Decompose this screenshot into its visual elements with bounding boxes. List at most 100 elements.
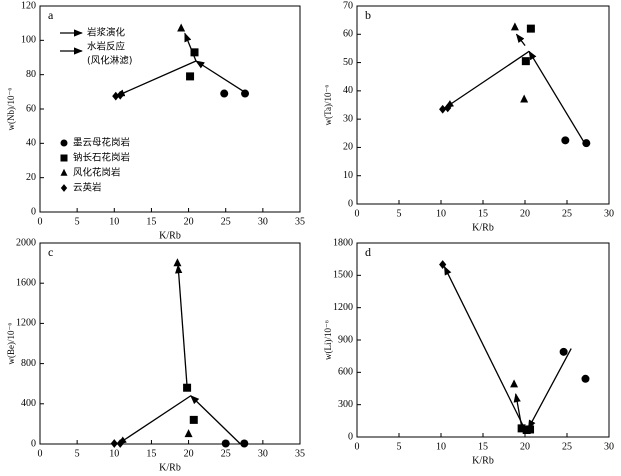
y-tick-label: 0: [348, 198, 353, 209]
legend-label: 云英岩: [73, 182, 102, 194]
trend-arrow: [513, 393, 523, 427]
x-tick-label: 15: [478, 441, 488, 452]
x-tick-label: 10: [436, 441, 446, 452]
point: [559, 347, 568, 356]
x-tick-label: 15: [146, 448, 156, 459]
point: [526, 425, 535, 434]
point: [183, 383, 192, 392]
x-tick-label: 0: [355, 441, 360, 452]
y-axis-label: w(Ta)/10⁻⁶: [323, 85, 333, 126]
x-axis-label: K/Rb: [472, 222, 494, 233]
panel-label: d: [365, 245, 371, 259]
x-tick-label: 25: [221, 448, 231, 459]
x-tick-label: 15: [146, 216, 156, 227]
x-tick-label: 10: [109, 216, 119, 227]
x-tick-label: 25: [221, 216, 231, 227]
y-tick-label: 40: [343, 85, 353, 96]
point: [439, 104, 447, 114]
y-tick-label: 60: [343, 29, 353, 40]
point: [110, 439, 118, 448]
y-tick-label: 50: [343, 57, 353, 68]
y-tick-label: 60: [26, 103, 36, 114]
x-tick-label: 20: [520, 441, 530, 452]
point: [581, 374, 590, 383]
y-axis-label: w(Nb)/10⁻⁶: [6, 88, 16, 131]
point: [241, 89, 250, 98]
point: [221, 439, 230, 448]
plot-frame: [356, 242, 610, 438]
panel-label: c: [48, 245, 53, 259]
trend-arrow: [184, 32, 197, 62]
y-tick-label: 800: [21, 358, 36, 369]
x-tick-label: 20: [520, 208, 530, 219]
y-tick-label: 1500: [333, 270, 353, 281]
trend-arrow: [444, 50, 530, 109]
point: [582, 139, 591, 148]
legend-label: 墨云母花岗岩: [73, 137, 130, 149]
point: [526, 24, 535, 33]
y-tick-label: 1600: [16, 277, 36, 288]
x-tick-label: 10: [109, 448, 119, 459]
y-tick-label: 80: [26, 69, 36, 80]
panel-label: b: [365, 8, 371, 22]
point: [177, 23, 186, 32]
legend-label: 水岩反应: [87, 41, 126, 53]
point: [220, 89, 229, 98]
x-tick-label: 5: [75, 448, 80, 459]
plot-frame: [39, 242, 301, 445]
x-tick-label: 35: [295, 448, 305, 459]
x-tick-label: 30: [258, 448, 268, 459]
y-tick-label: 100: [21, 35, 36, 46]
x-tick-label: 5: [397, 208, 402, 219]
x-axis-label: K/Rb: [159, 462, 181, 473]
y-tick-label: 0: [348, 431, 353, 442]
y-tick-label: 1200: [16, 318, 36, 329]
point: [173, 258, 182, 267]
y-tick-label: 30: [343, 113, 353, 124]
point: [190, 48, 199, 57]
trend-arrow: [117, 395, 192, 445]
y-tick-label: 20: [26, 172, 36, 183]
point: [116, 439, 124, 448]
point: [561, 136, 570, 145]
x-axis-label: K/Rb: [472, 455, 494, 466]
plot-frame: [39, 5, 301, 213]
legend-label: 岩浆演化: [87, 27, 126, 39]
trend-arrow: [175, 264, 188, 388]
x-tick-label: 0: [355, 208, 360, 219]
x-tick-label: 30: [604, 441, 614, 452]
legend-marker: [60, 154, 68, 162]
point: [510, 379, 519, 388]
x-tick-label: 30: [258, 216, 268, 227]
legend-label: 风化花岗岩: [73, 167, 121, 179]
x-tick-label: 15: [478, 208, 488, 219]
legend-label: (风化淋滤): [87, 55, 132, 67]
point: [439, 260, 447, 269]
y-tick-label: 10: [343, 170, 353, 181]
y-tick-label: 40: [26, 138, 36, 149]
y-tick-label: 2000: [16, 237, 36, 248]
x-tick-label: 5: [397, 441, 402, 452]
y-tick-label: 1800: [333, 237, 353, 248]
x-tick-label: 30: [604, 208, 614, 219]
point: [240, 439, 249, 448]
legend-marker: [60, 139, 68, 147]
trend-arrow: [527, 348, 572, 430]
legend-marker: [60, 184, 68, 192]
y-tick-label: 400: [21, 398, 36, 409]
y-tick-label: 70: [343, 0, 353, 11]
panel-label: a: [48, 8, 54, 22]
y-tick-label: 20: [343, 142, 353, 153]
legend-marker: [60, 168, 68, 176]
trend-arrow: [528, 50, 585, 143]
y-axis-label: w(Li)/10⁻⁶: [323, 320, 333, 360]
y-tick-label: 0: [31, 438, 36, 449]
point: [510, 22, 519, 31]
x-tick-label: 25: [562, 441, 572, 452]
plot-frame: [356, 5, 610, 205]
legend-label: 钠长石花岗岩: [73, 152, 130, 164]
x-tick-label: 5: [75, 216, 80, 227]
point: [189, 415, 198, 424]
x-tick-label: 10: [436, 208, 446, 219]
